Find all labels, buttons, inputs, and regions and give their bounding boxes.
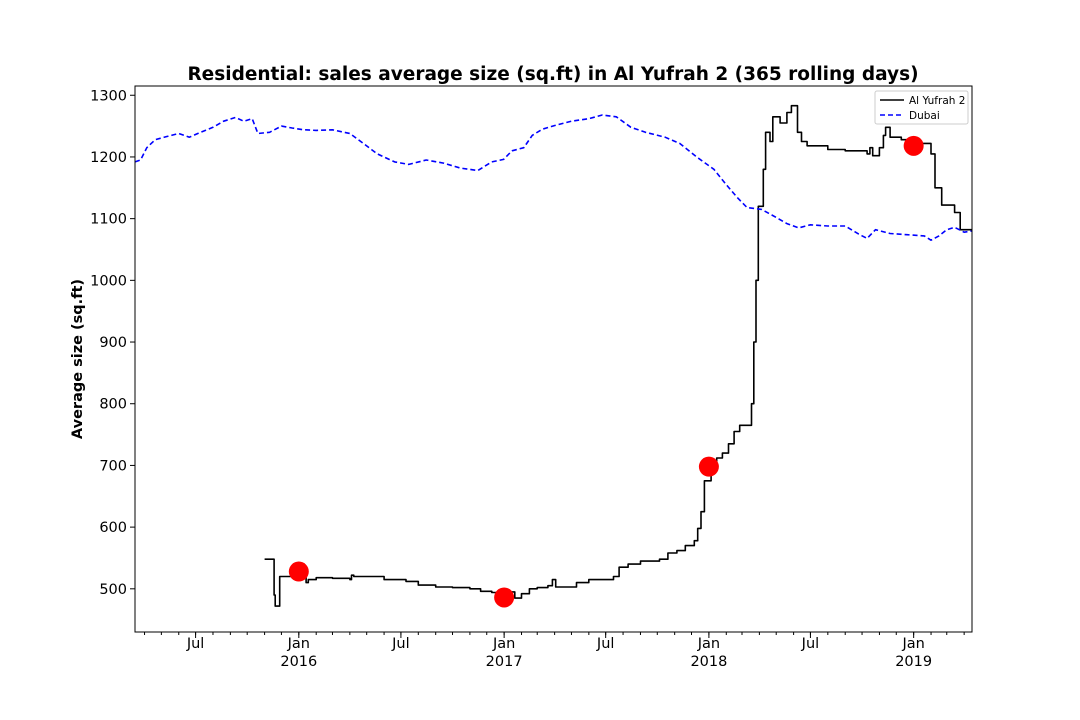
y-tick-label: 1000 bbox=[90, 273, 127, 289]
legend-label-al-yufrah-2: Al Yufrah 2 bbox=[909, 95, 965, 107]
y-tick-label: 1100 bbox=[90, 212, 127, 228]
y-tick-label: 500 bbox=[99, 582, 127, 598]
y-tick-label: 700 bbox=[99, 458, 127, 474]
legend-label-dubai: Dubai bbox=[909, 110, 940, 122]
x-tick-label: Jul bbox=[596, 636, 615, 652]
x-tick-year-label: 2016 bbox=[280, 654, 317, 670]
y-tick-label: 900 bbox=[99, 335, 127, 351]
highlight-marker bbox=[698, 456, 719, 477]
highlight-marker bbox=[288, 561, 309, 582]
x-tick-year-label: 2019 bbox=[895, 654, 932, 670]
chart-title: Residential: sales average size (sq.ft) … bbox=[187, 64, 918, 85]
x-tick-label: Jan bbox=[492, 636, 515, 652]
y-axis: 500 600 700 800 900 1000 1100 1200 1300 bbox=[90, 88, 135, 598]
highlight-marker bbox=[494, 587, 515, 608]
x-tick-label: Jan bbox=[697, 636, 720, 652]
y-tick-label: 1300 bbox=[90, 88, 127, 104]
plot-content bbox=[134, 104, 973, 608]
highlight-marker bbox=[903, 135, 924, 156]
plot-frame bbox=[134, 85, 973, 633]
y-tick-label: 1200 bbox=[90, 150, 127, 166]
y-tick-label: 600 bbox=[99, 520, 127, 536]
x-tick-label: Jul bbox=[186, 636, 205, 652]
x-tick-label: Jan bbox=[287, 636, 310, 652]
x-tick-year-label: 2017 bbox=[486, 654, 523, 670]
x-tick-label: Jul bbox=[801, 636, 820, 652]
y-axis-label: Average size (sq.ft) bbox=[70, 279, 86, 439]
legend: Al Yufrah 2 Dubai bbox=[874, 90, 969, 125]
series-line-dubai bbox=[134, 114, 973, 241]
y-tick-label: 800 bbox=[99, 397, 127, 413]
x-tick-year-label: 2018 bbox=[690, 654, 727, 670]
x-tick-label: Jul bbox=[391, 636, 410, 652]
series-line-al-yufrah-2 bbox=[264, 104, 972, 607]
x-tick-label: Jan bbox=[901, 636, 924, 652]
x-axis: Jul Jan 2016 Jul Jan 2017 Jul Jan 2018 Jul Jan 2019 bbox=[144, 632, 965, 670]
